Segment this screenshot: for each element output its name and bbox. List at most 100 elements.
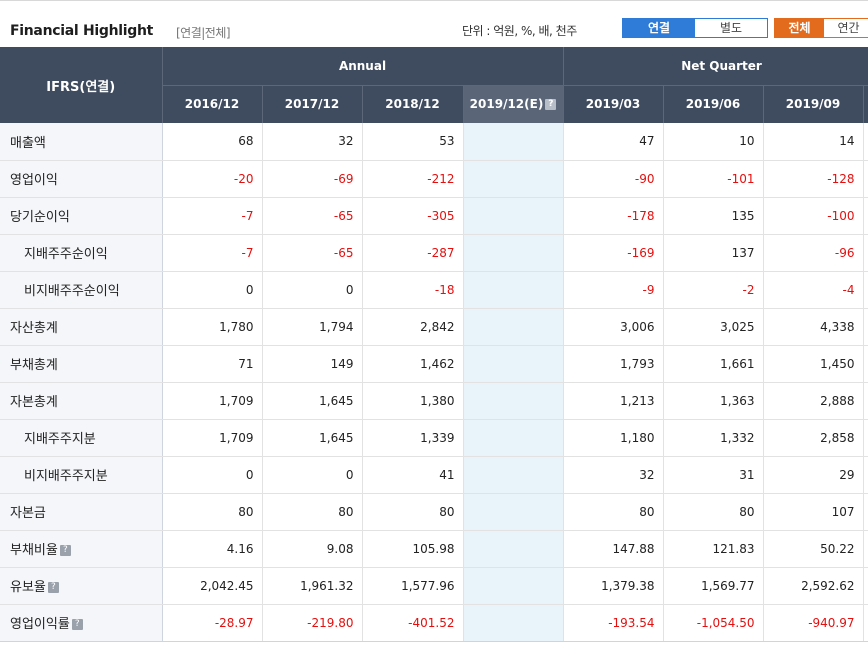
table-cell [463, 271, 564, 309]
table-cell: -2 [663, 271, 764, 309]
group-annual: Annual [162, 47, 564, 85]
table-cell: 2,842 [362, 308, 464, 346]
table-row: 유보율? 2,042.45 1,961.32 1,577.96 1,379.38 1,56… [0, 567, 868, 605]
col-header-label: 2019/12(E) [469, 97, 544, 112]
table-cell: -401.52 [362, 604, 464, 642]
table-cell: 10 [663, 123, 764, 161]
row-label: 자본총계 [0, 382, 163, 420]
info-icon[interactable]: ? [545, 99, 557, 111]
table-cell: -96 [763, 234, 864, 272]
table-cell: 31 [663, 456, 764, 494]
table-cell: 1,709 [162, 382, 263, 420]
table-cell: -212 [362, 160, 464, 198]
table-row: 비지배주주지분 0 0 41 32 31 29 [0, 456, 868, 494]
col-header: 2019/03 [563, 84, 664, 123]
consolidated-button[interactable]: 연결 [623, 19, 695, 37]
table-row: 영업이익 -20 -69 -212 -90 -101 -128 [0, 160, 868, 198]
table-row: 부채비율? 4.16 9.08 105.98 147.88 121.83 50.22 [0, 530, 868, 568]
col-header: 2019/06 [663, 84, 764, 123]
table-cell: 1,577.96 [362, 567, 464, 605]
table-cell: 50.22 [763, 530, 864, 568]
row-label-text: 자본총계 [10, 395, 58, 410]
row-label-text: 영업이익률 [10, 617, 70, 632]
col-header-estimate[interactable]: 2019/12(E)? [463, 84, 564, 123]
period-toggle: 전체 연간 [774, 18, 868, 38]
info-icon[interactable]: ? [59, 545, 71, 556]
financial-table: IFRS(연결) Annual Net Quarter 2016/12 2017… [0, 47, 868, 642]
table-cell: -69 [262, 160, 363, 198]
table-cell: 47 [562, 123, 664, 161]
table-cell: 1,645 [262, 382, 363, 420]
table-cell: -305 [362, 197, 464, 235]
group-quarter: Net Quarter [563, 47, 868, 85]
table-cell: -1,054.50 [663, 604, 764, 642]
table-cell: -219.80 [262, 604, 363, 642]
info-icon[interactable]: ? [47, 582, 59, 593]
table-cell: -9 [562, 271, 664, 309]
table-cell: 14 [763, 123, 864, 161]
table-cell: -90 [562, 160, 664, 198]
table-cell: 107 [763, 493, 864, 531]
table-cell [463, 493, 564, 531]
table-cell-overflow [863, 123, 868, 161]
table-cell [463, 123, 564, 161]
table-cell: -7 [162, 197, 263, 235]
table-cell: 149 [262, 345, 363, 383]
table-cell: 53 [362, 123, 464, 161]
table-cell: 1,793 [562, 345, 664, 383]
table-row: 자산총계 1,780 1,794 2,842 3,006 3,025 4,338 [0, 308, 868, 346]
table-cell-overflow [863, 308, 868, 346]
row-label: 부채비율? [0, 530, 163, 568]
table-cell: -18 [362, 271, 464, 309]
row-label: 영업이익률? [0, 604, 163, 642]
row-label-text: 유보율 [10, 580, 46, 595]
table-row: 당기순이익 -7 -65 -305 -178 135 -100 [0, 197, 868, 235]
table-row: 영업이익률? -28.97 -219.80 -401.52 -193.54 -1,054.… [0, 604, 868, 642]
table-cell: 1,645 [262, 419, 363, 457]
table-cell: -287 [362, 234, 464, 272]
table-cell: -178 [562, 197, 664, 235]
annual-button[interactable]: 연간 [824, 19, 868, 37]
table-row: 자본총계 1,709 1,645 1,380 1,213 1,363 2,888 [0, 382, 868, 420]
table-cell [463, 456, 564, 494]
table-cell: 1,380 [362, 382, 464, 420]
table-cell-overflow [863, 382, 868, 420]
table-cell: 147.88 [562, 530, 664, 568]
table-row: 자본금 80 80 80 80 80 107 [0, 493, 868, 531]
row-label: 자산총계 [0, 308, 163, 346]
table-cell: 135 [663, 197, 764, 235]
row-label: 유보율? [0, 567, 163, 605]
table-cell: 1,180 [562, 419, 664, 457]
row-label-text: 매출액 [10, 135, 46, 151]
all-button[interactable]: 전체 [775, 19, 824, 37]
table-cell: -65 [262, 234, 363, 272]
col-header: 2016/12 [162, 84, 263, 123]
row-label-text: 지배주주지분 [24, 432, 96, 447]
table-cell: 0 [162, 271, 263, 309]
table-cell-overflow [863, 493, 868, 531]
table-cell: 2,888 [763, 382, 864, 420]
separate-button[interactable]: 별도 [695, 19, 767, 37]
row-label: 비지배주주지분 [0, 456, 163, 494]
table-cell [463, 234, 564, 272]
table-cell: 121.83 [663, 530, 764, 568]
table-cell: 1,332 [663, 419, 764, 457]
row-label-text: 비지배주주지분 [24, 469, 108, 484]
table-cell: 1,569.77 [663, 567, 764, 605]
table-cell [463, 419, 564, 457]
table-cell: 32 [562, 456, 664, 494]
table-cell: 4.16 [162, 530, 263, 568]
table-row: 지배주주지분 1,709 1,645 1,339 1,180 1,332 2,858 [0, 419, 868, 457]
table-cell: 3,006 [562, 308, 664, 346]
table-cell-overflow [863, 234, 868, 272]
row-label-text: 부채비율 [10, 543, 58, 558]
table-cell-overflow [863, 197, 868, 235]
info-icon[interactable]: ? [71, 619, 83, 630]
row-label-text: 비지배주주순이익 [24, 284, 120, 299]
table-row: 지배주주순이익 -7 -65 -287 -169 137 -96 [0, 234, 868, 272]
table-cell: -28.97 [162, 604, 263, 642]
table-cell: 1,462 [362, 345, 464, 383]
table-cell [463, 530, 564, 568]
table-cell: 1,709 [162, 419, 263, 457]
table-cell-overflow [863, 530, 868, 568]
